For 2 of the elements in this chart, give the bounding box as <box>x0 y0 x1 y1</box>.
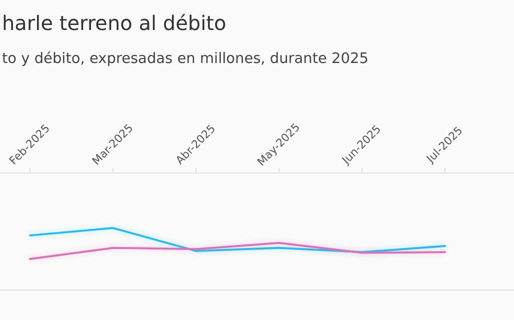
chart-subtitle: to y débito, expresadas en millones, durante 2025 <box>2 51 368 67</box>
chart-title: harle terreno al débito <box>2 11 226 35</box>
